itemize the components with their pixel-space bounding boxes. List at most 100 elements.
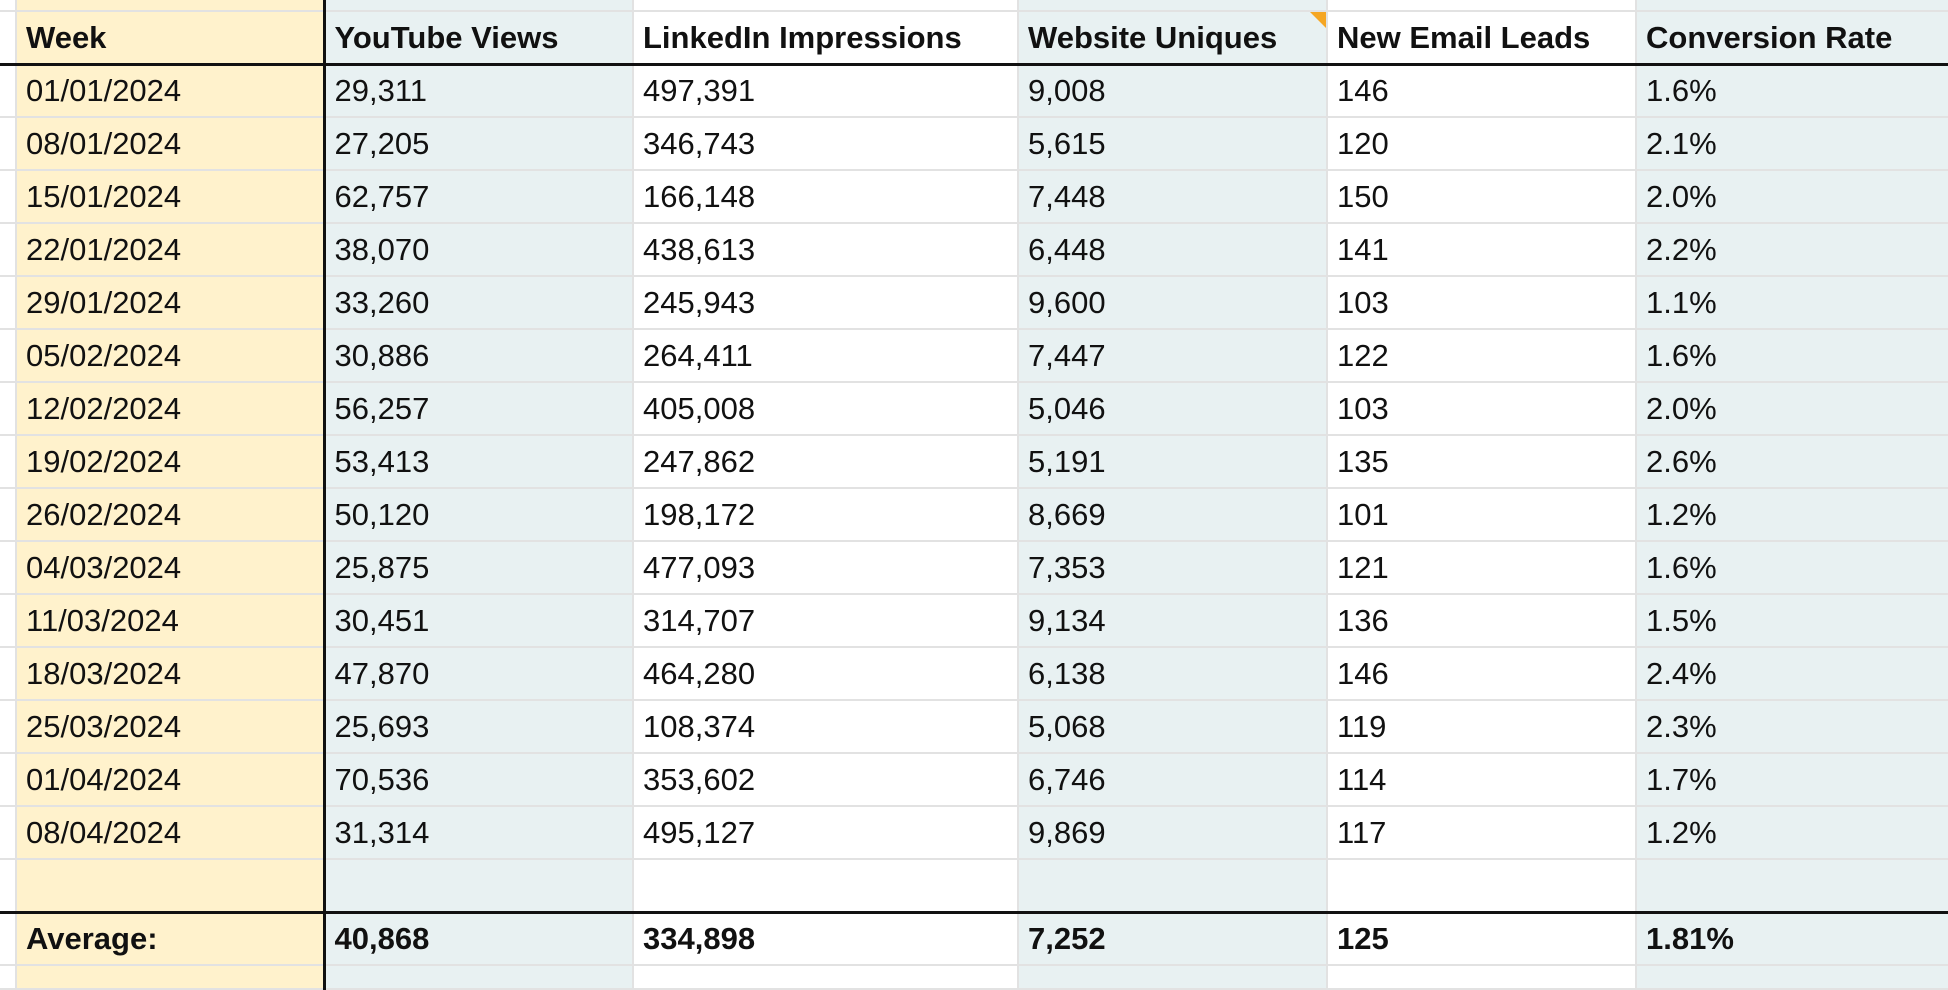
week-cell[interactable]: [16, 0, 326, 12]
week-cell[interactable]: 19/02/2024: [16, 435, 326, 489]
week-cell[interactable]: 01/04/2024: [16, 753, 326, 807]
youtube-views-cell[interactable]: 30,451: [324, 594, 634, 648]
header-website-uniques[interactable]: Website Uniques: [1018, 11, 1328, 66]
header-youtube-views[interactable]: YouTube Views: [324, 11, 634, 66]
new-email-leads-cell[interactable]: 119: [1327, 700, 1637, 754]
new-email-leads-cell[interactable]: 150: [1327, 170, 1637, 224]
header-new-email-leads[interactable]: New Email Leads: [1327, 11, 1637, 66]
youtube-views-cell[interactable]: 33,260: [324, 276, 634, 330]
linkedin-impressions-cell[interactable]: 245,943: [633, 276, 1019, 330]
website-uniques-cell[interactable]: 7,353: [1018, 541, 1328, 595]
conversion-rate-cell[interactable]: 1.2%: [1636, 488, 1948, 542]
linkedin-impressions-cell[interactable]: 497,391: [633, 64, 1019, 118]
conversion-rate-cell[interactable]: 2.0%: [1636, 382, 1948, 436]
linkedin-impressions-cell[interactable]: 464,280: [633, 647, 1019, 701]
linkedin-impressions-cell[interactable]: 405,008: [633, 382, 1019, 436]
new-email-leads-cell[interactable]: 120: [1327, 117, 1637, 171]
website-uniques-cell[interactable]: 7,447: [1018, 329, 1328, 383]
new-email-leads-cell[interactable]: 122: [1327, 329, 1637, 383]
cell[interactable]: [324, 965, 634, 990]
new-email-leads-cell[interactable]: 117: [1327, 806, 1637, 860]
average-new-email-leads[interactable]: 125: [1327, 910, 1637, 966]
week-cell[interactable]: 25/03/2024: [16, 700, 326, 754]
conversion-rate-cell[interactable]: 1.5%: [1636, 594, 1948, 648]
website-uniques-cell[interactable]: 6,746: [1018, 753, 1328, 807]
website-uniques-cell[interactable]: 9,008: [1018, 64, 1328, 118]
average-linkedin-impressions[interactable]: 334,898: [633, 910, 1019, 966]
new-email-leads-cell[interactable]: 136: [1327, 594, 1637, 648]
linkedin-impressions-cell[interactable]: 264,411: [633, 329, 1019, 383]
average-website-uniques[interactable]: 7,252: [1018, 910, 1328, 966]
average-youtube-views[interactable]: 40,868: [324, 910, 634, 966]
week-cell[interactable]: 05/02/2024: [16, 329, 326, 383]
week-cell[interactable]: 26/02/2024: [16, 488, 326, 542]
header-conversion-rate[interactable]: Conversion Rate: [1636, 11, 1948, 66]
linkedin-impressions-cell[interactable]: 353,602: [633, 753, 1019, 807]
linkedin-impressions-cell[interactable]: 108,374: [633, 700, 1019, 754]
conversion-rate-cell[interactable]: 2.4%: [1636, 647, 1948, 701]
conversion-rate-cell[interactable]: 2.1%: [1636, 117, 1948, 171]
week-cell[interactable]: 01/01/2024: [16, 64, 326, 118]
youtube-views-cell[interactable]: 50,120: [324, 488, 634, 542]
youtube-views-cell[interactable]: 25,875: [324, 541, 634, 595]
website-uniques-cell[interactable]: 5,191: [1018, 435, 1328, 489]
conversion-rate-cell[interactable]: 2.2%: [1636, 223, 1948, 277]
new-email-leads-cell[interactable]: 114: [1327, 753, 1637, 807]
website-uniques-cell[interactable]: 9,600: [1018, 276, 1328, 330]
website-uniques-cell[interactable]: 9,134: [1018, 594, 1328, 648]
cell[interactable]: [1636, 0, 1948, 12]
youtube-views-cell[interactable]: 56,257: [324, 382, 634, 436]
website-uniques-cell[interactable]: 7,448: [1018, 170, 1328, 224]
header-linkedin-impressions[interactable]: LinkedIn Impressions: [633, 11, 1019, 66]
cell[interactable]: [1636, 965, 1948, 990]
week-cell[interactable]: 08/04/2024: [16, 806, 326, 860]
conversion-rate-cell[interactable]: 1.6%: [1636, 541, 1948, 595]
new-email-leads-cell[interactable]: 141: [1327, 223, 1637, 277]
website-uniques-cell[interactable]: 6,448: [1018, 223, 1328, 277]
youtube-views-cell[interactable]: 53,413: [324, 435, 634, 489]
linkedin-impressions-cell[interactable]: 438,613: [633, 223, 1019, 277]
youtube-views-cell[interactable]: 29,311: [324, 64, 634, 118]
youtube-views-cell[interactable]: 47,870: [324, 647, 634, 701]
week-cell[interactable]: [16, 965, 326, 990]
linkedin-impressions-cell[interactable]: 346,743: [633, 117, 1019, 171]
conversion-rate-cell[interactable]: 2.0%: [1636, 170, 1948, 224]
cell[interactable]: [324, 859, 634, 913]
week-cell[interactable]: 04/03/2024: [16, 541, 326, 595]
linkedin-impressions-cell[interactable]: 477,093: [633, 541, 1019, 595]
note-indicator-icon[interactable]: [1310, 12, 1325, 28]
linkedin-impressions-cell[interactable]: 314,707: [633, 594, 1019, 648]
average-conversion-rate[interactable]: 1.81%: [1636, 910, 1948, 966]
conversion-rate-cell[interactable]: 2.6%: [1636, 435, 1948, 489]
website-uniques-cell[interactable]: 5,068: [1018, 700, 1328, 754]
cell[interactable]: [633, 859, 1019, 913]
youtube-views-cell[interactable]: 62,757: [324, 170, 634, 224]
conversion-rate-cell[interactable]: 1.7%: [1636, 753, 1948, 807]
week-cell[interactable]: 11/03/2024: [16, 594, 326, 648]
week-cell[interactable]: 15/01/2024: [16, 170, 326, 224]
header-week[interactable]: Week: [16, 11, 326, 66]
linkedin-impressions-cell[interactable]: 495,127: [633, 806, 1019, 860]
cell[interactable]: [1636, 859, 1948, 913]
cell[interactable]: [1327, 0, 1637, 12]
new-email-leads-cell[interactable]: 103: [1327, 276, 1637, 330]
cell[interactable]: [1018, 859, 1328, 913]
cell[interactable]: [1018, 965, 1328, 990]
conversion-rate-cell[interactable]: 1.6%: [1636, 64, 1948, 118]
week-cell[interactable]: [16, 859, 326, 913]
linkedin-impressions-cell[interactable]: 198,172: [633, 488, 1019, 542]
new-email-leads-cell[interactable]: 101: [1327, 488, 1637, 542]
week-cell[interactable]: 18/03/2024: [16, 647, 326, 701]
linkedin-impressions-cell[interactable]: 247,862: [633, 435, 1019, 489]
conversion-rate-cell[interactable]: 1.2%: [1636, 806, 1948, 860]
cell[interactable]: [1018, 0, 1328, 12]
website-uniques-cell[interactable]: 5,046: [1018, 382, 1328, 436]
website-uniques-cell[interactable]: 6,138: [1018, 647, 1328, 701]
conversion-rate-cell[interactable]: 1.1%: [1636, 276, 1948, 330]
new-email-leads-cell[interactable]: 146: [1327, 647, 1637, 701]
cell[interactable]: [324, 0, 634, 12]
youtube-views-cell[interactable]: 30,886: [324, 329, 634, 383]
youtube-views-cell[interactable]: 31,314: [324, 806, 634, 860]
new-email-leads-cell[interactable]: 121: [1327, 541, 1637, 595]
week-cell[interactable]: 29/01/2024: [16, 276, 326, 330]
